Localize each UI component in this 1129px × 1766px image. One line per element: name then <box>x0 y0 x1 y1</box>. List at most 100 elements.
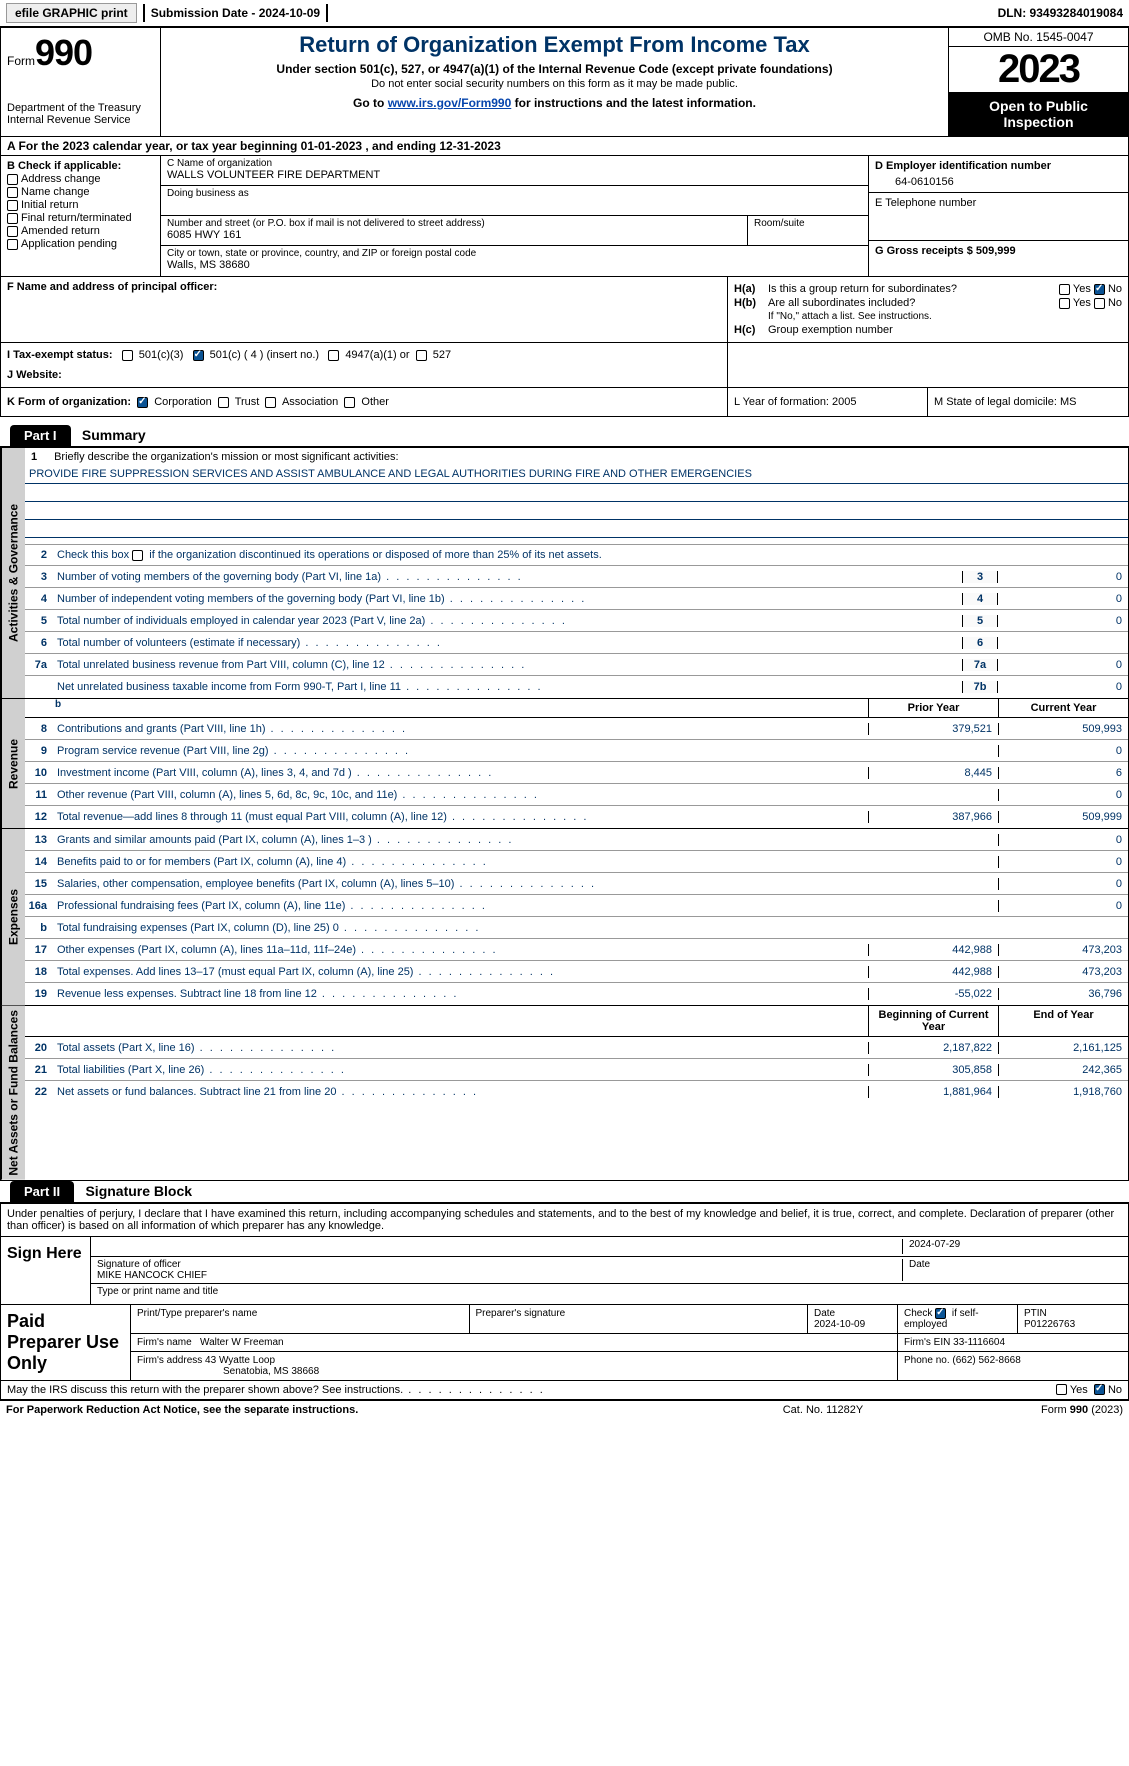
chk-self-employed[interactable] <box>935 1308 946 1319</box>
summary-row: 21Total liabilities (Part X, line 26)305… <box>25 1059 1128 1081</box>
header-right-block: OMB No. 1545-0047 2023 Open to Public In… <box>948 28 1128 136</box>
form-footer: For Paperwork Reduction Act Notice, see … <box>0 1400 1129 1419</box>
summary-row: 16aProfessional fundraising fees (Part I… <box>25 895 1128 917</box>
ha-yes-checkbox[interactable] <box>1059 284 1070 295</box>
firm-name: Walter W Freeman <box>200 1337 284 1348</box>
row-a-tax-year: A For the 2023 calendar year, or tax yea… <box>0 137 1129 156</box>
paid-preparer-block: Paid Preparer Use Only Print/Type prepar… <box>1 1304 1128 1380</box>
summary-row: 7aTotal unrelated business revenue from … <box>25 654 1128 676</box>
form-word: Form <box>7 54 35 68</box>
street-cell: Number and street (or P.O. box if mail i… <box>161 216 748 246</box>
summary-row: 20Total assets (Part X, line 16)2,187,82… <box>25 1037 1128 1059</box>
form-id-block: Form990 Department of the Treasury Inter… <box>1 28 161 136</box>
chk-4947[interactable] <box>328 350 339 361</box>
prior-year-header: Prior Year <box>868 699 998 717</box>
ha-no-checkbox[interactable] <box>1094 284 1105 295</box>
chk-address-change[interactable]: Address change <box>7 173 154 185</box>
hb-no-checkbox[interactable] <box>1094 298 1105 309</box>
chk-name-change[interactable]: Name change <box>7 186 154 198</box>
revenue-section: Revenue b Prior Year Current Year 8Contr… <box>0 699 1129 829</box>
chk-amended-return[interactable]: Amended return <box>7 225 154 237</box>
room-cell: Room/suite <box>748 216 868 246</box>
officer-group-block: F Name and address of principal officer:… <box>0 277 1129 343</box>
cat-number: Cat. No. 11282Y <box>723 1404 923 1416</box>
summary-row: bTotal fundraising expenses (Part IX, co… <box>25 917 1128 939</box>
org-name: WALLS VOLUNTEER FIRE DEPARTMENT <box>167 169 380 181</box>
form-number: 990 <box>35 32 92 73</box>
mission-blank-1 <box>25 484 1128 502</box>
summary-row: 4Number of independent voting members of… <box>25 588 1128 610</box>
year-formation: L Year of formation: 2005 <box>728 388 928 416</box>
prep-date: 2024-10-09 <box>814 1319 865 1330</box>
chk-501c[interactable] <box>193 350 204 361</box>
entity-info-block: B Check if applicable: Address change Na… <box>0 156 1129 277</box>
officer-name: MIKE HANCOCK CHIEF <box>97 1270 207 1281</box>
chk-corporation[interactable] <box>137 397 148 408</box>
chk-final-return[interactable]: Final return/terminated <box>7 212 154 224</box>
ptin-value: P01226763 <box>1024 1319 1075 1330</box>
chk-527[interactable] <box>416 350 427 361</box>
firm-phone: (662) 562-8668 <box>952 1355 1020 1366</box>
signature-block: Under penalties of perjury, I declare th… <box>0 1204 1129 1381</box>
form-title: Return of Organization Exempt From Incom… <box>169 32 940 58</box>
summary-row: 8Contributions and grants (Part VIII, li… <box>25 718 1128 740</box>
omb-number: OMB No. 1545-0047 <box>949 28 1128 47</box>
dln-number: DLN: 93493284019084 <box>998 6 1123 20</box>
form-header: Form990 Department of the Treasury Inter… <box>0 27 1129 137</box>
line1-label: Briefly describe the organization's miss… <box>54 451 398 463</box>
chk-other[interactable] <box>344 397 355 408</box>
side-label-revenue: Revenue <box>1 699 25 828</box>
sign-here-row: Sign Here 2024-07-29 Signature of office… <box>1 1237 1128 1304</box>
hb-yes-checkbox[interactable] <box>1059 298 1070 309</box>
group-return-block: H(a) Is this a group return for subordin… <box>728 277 1128 342</box>
part2-header: Part II Signature Block <box>0 1181 1129 1204</box>
signature-date: 2024-07-29 <box>902 1239 1122 1254</box>
tax-status-row: I Tax-exempt status: 501(c)(3) 501(c) ( … <box>0 343 1129 388</box>
summary-row: 12Total revenue—add lines 8 through 11 (… <box>25 806 1128 828</box>
efile-topbar: efile GRAPHIC print Submission Date - 20… <box>0 0 1129 27</box>
summary-row: 11Other revenue (Part VIII, column (A), … <box>25 784 1128 806</box>
mission-blank-3 <box>25 520 1128 538</box>
separator <box>326 4 328 22</box>
subtitle-2: Do not enter social security numbers on … <box>169 78 940 90</box>
summary-row: 15Salaries, other compensation, employee… <box>25 873 1128 895</box>
side-label-governance: Activities & Governance <box>1 448 25 698</box>
street-address: 6085 HWY 161 <box>167 229 241 241</box>
activities-governance-section: Activities & Governance 1 Briefly descri… <box>0 448 1129 699</box>
dba-cell: Doing business as <box>161 186 868 216</box>
chk-501c3[interactable] <box>122 350 133 361</box>
submission-date: Submission Date - 2024-10-09 <box>151 6 320 20</box>
j-website: J Website: <box>7 369 721 381</box>
line2-text: Check this box if the organization disco… <box>53 547 1128 563</box>
col-d-ein-block: D Employer identification number 64-0610… <box>868 156 1128 276</box>
side-label-expenses: Expenses <box>1 829 25 1005</box>
mission-blank-2 <box>25 502 1128 520</box>
chk-association[interactable] <box>265 397 276 408</box>
principal-officer: F Name and address of principal officer: <box>1 277 728 342</box>
discuss-yes-checkbox[interactable] <box>1056 1384 1067 1395</box>
perjury-declaration: Under penalties of perjury, I declare th… <box>1 1204 1128 1237</box>
discuss-no-checkbox[interactable] <box>1094 1384 1105 1395</box>
gross-receipts-cell: G Gross receipts $ 509,999 <box>869 241 1128 261</box>
irs-form990-link[interactable]: www.irs.gov/Form990 <box>388 96 512 110</box>
firm-ein: 33-1116604 <box>953 1337 1005 1348</box>
chk-initial-return[interactable]: Initial return <box>7 199 154 211</box>
summary-row: 6Total number of volunteers (estimate if… <box>25 632 1128 654</box>
expenses-section: Expenses 13Grants and similar amounts pa… <box>0 829 1129 1006</box>
chk-discontinued[interactable] <box>132 550 143 561</box>
discuss-with-preparer-row: May the IRS discuss this return with the… <box>0 1381 1129 1400</box>
hb-row: H(b) Are all subordinates included? Yes … <box>734 297 1122 309</box>
header-title-block: Return of Organization Exempt From Incom… <box>161 28 948 136</box>
summary-row: 13Grants and similar amounts paid (Part … <box>25 829 1128 851</box>
summary-row: 10Investment income (Part VIII, column (… <box>25 762 1128 784</box>
goto-instructions: Go to www.irs.gov/Form990 for instructio… <box>169 96 940 110</box>
summary-row: 18Total expenses. Add lines 13–17 (must … <box>25 961 1128 983</box>
chk-application-pending[interactable]: Application pending <box>7 238 154 250</box>
net-assets-section: Net Assets or Fund Balances Beginning of… <box>0 1006 1129 1181</box>
col-c-org-info: C Name of organization WALLS VOLUNTEER F… <box>161 156 868 276</box>
i-label: I Tax-exempt status: <box>7 349 113 361</box>
efile-graphic-print-button[interactable]: efile GRAPHIC print <box>6 3 137 23</box>
col-b-checkboxes: B Check if applicable: Address change Na… <box>1 156 161 276</box>
side-label-net-assets: Net Assets or Fund Balances <box>1 1006 25 1180</box>
chk-trust[interactable] <box>218 397 229 408</box>
